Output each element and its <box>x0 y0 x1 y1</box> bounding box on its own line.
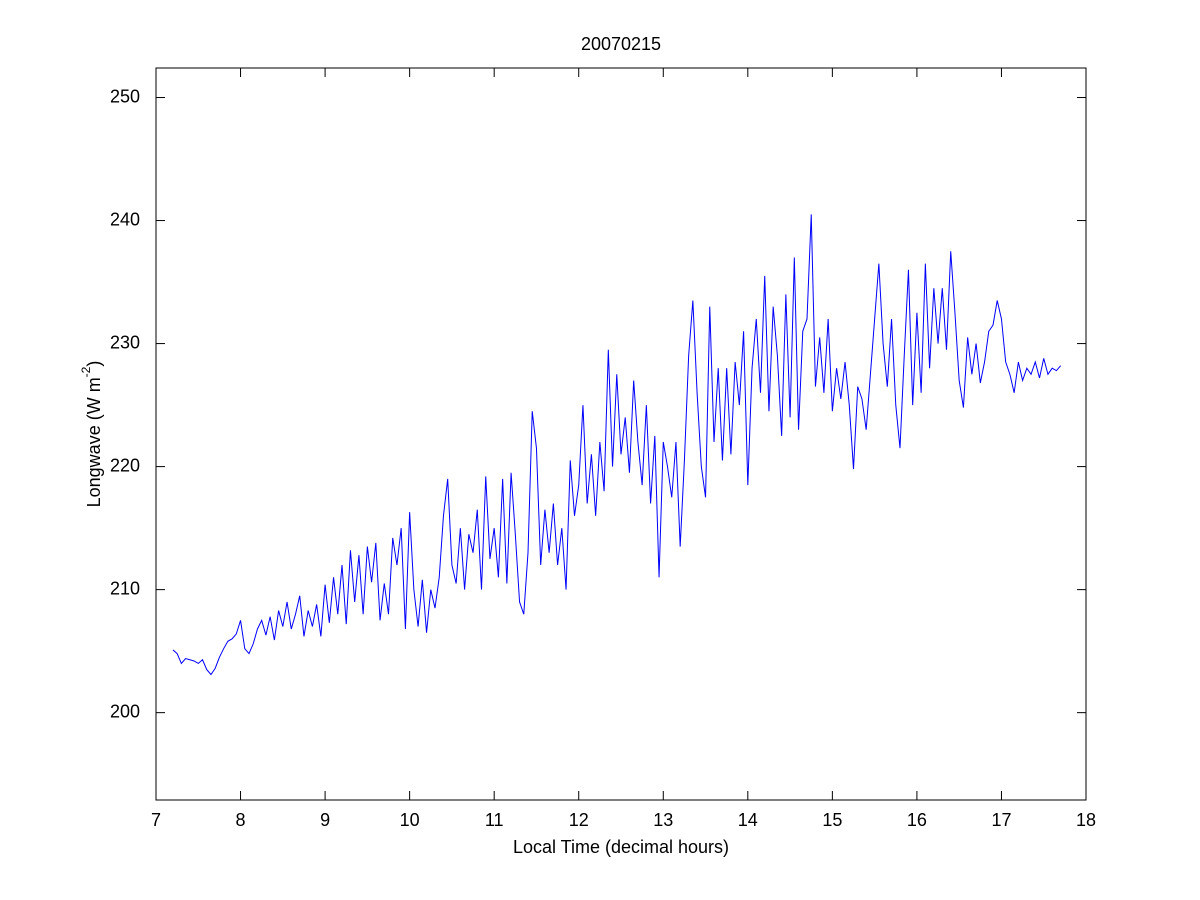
plot-frame <box>155 67 1087 801</box>
y-axis-label-suffix: ) <box>84 361 104 367</box>
y-tick-label: 220 <box>110 455 140 475</box>
chart-title: 20070215 <box>581 34 661 54</box>
x-tick-label: 15 <box>822 810 842 830</box>
x-tick-label: 7 <box>151 810 161 830</box>
y-axis-label: Longwave (W m-2) <box>79 361 104 508</box>
data-line <box>172 214 1062 676</box>
x-tick-label: 9 <box>320 810 330 830</box>
x-axis-label: Local Time (decimal hours) <box>513 837 729 857</box>
y-tick-label: 230 <box>110 332 140 352</box>
y-axis-label-text: Longwave (W m <box>84 377 104 507</box>
x-tick-label: 17 <box>991 810 1011 830</box>
x-tick-label: 8 <box>236 810 246 830</box>
y-tick-label: 250 <box>110 86 140 106</box>
y-axis-label-superscript: -2 <box>79 366 93 377</box>
x-tick-label: 18 <box>1076 810 1096 830</box>
x-tick-label: 11 <box>485 810 504 830</box>
x-tick-label: 16 <box>907 810 927 830</box>
x-tick-label: 10 <box>400 810 420 830</box>
y-tick-label: 200 <box>110 701 140 721</box>
x-tick-label: 14 <box>738 810 758 830</box>
x-tick-label: 13 <box>653 810 673 830</box>
y-tick-label: 240 <box>110 209 140 229</box>
y-tick-label: 210 <box>110 578 140 598</box>
x-tick-label: 12 <box>569 810 589 830</box>
